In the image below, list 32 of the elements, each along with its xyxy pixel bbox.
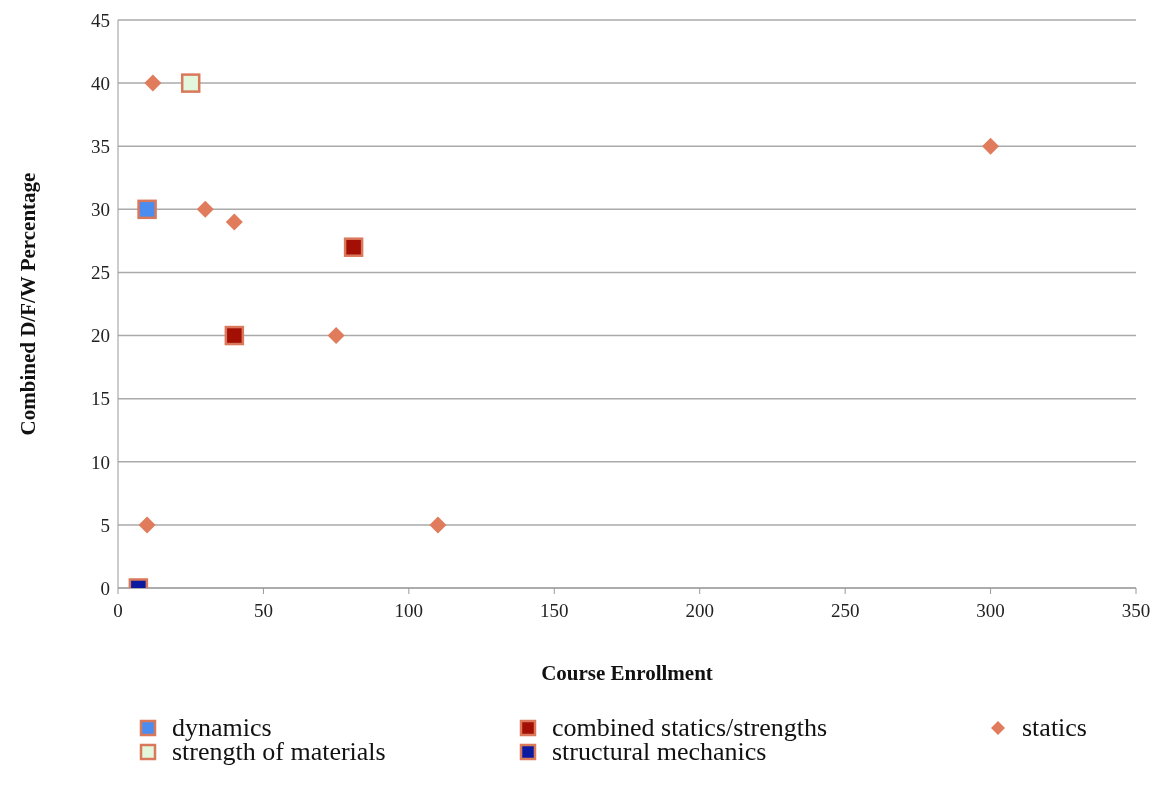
y-tick-label: 30: [91, 199, 110, 221]
legend-label: dynamics: [172, 713, 272, 742]
x-tick-label: 300: [976, 600, 1005, 622]
x-tick-label: 200: [685, 600, 714, 622]
x-tick-label: 250: [830, 600, 860, 622]
point: [225, 213, 243, 231]
y-tick-label: 25: [91, 262, 110, 284]
x-tick-label: 350: [1121, 600, 1151, 622]
x-tick-label: 50: [253, 600, 273, 622]
point: [180, 73, 201, 93]
y-axis-title: Combined D/F/W Percentage: [16, 172, 41, 436]
y-tick-label: 15: [91, 388, 110, 410]
point: [224, 325, 245, 346]
point: [343, 237, 364, 257]
x-tick-label: 100: [394, 600, 424, 622]
y-tick-label: 10: [91, 451, 110, 473]
point: [196, 200, 214, 218]
y-tick-label: 45: [91, 9, 110, 31]
x-tick-label: 150: [540, 600, 569, 622]
point: [144, 74, 162, 92]
point: [138, 516, 156, 534]
y-tick-label: 5: [100, 514, 110, 536]
y-tick-label: 35: [91, 135, 110, 157]
point: [327, 327, 345, 345]
point: [137, 199, 157, 220]
x-axis-title: Course Enrollment: [541, 661, 713, 685]
y-tick-label: 20: [91, 325, 110, 347]
point: [982, 137, 1000, 155]
y-tick-label: 40: [91, 72, 110, 94]
y-tick-label: 0: [100, 577, 110, 599]
point: [429, 516, 447, 534]
legend-label: statics: [1022, 713, 1087, 742]
